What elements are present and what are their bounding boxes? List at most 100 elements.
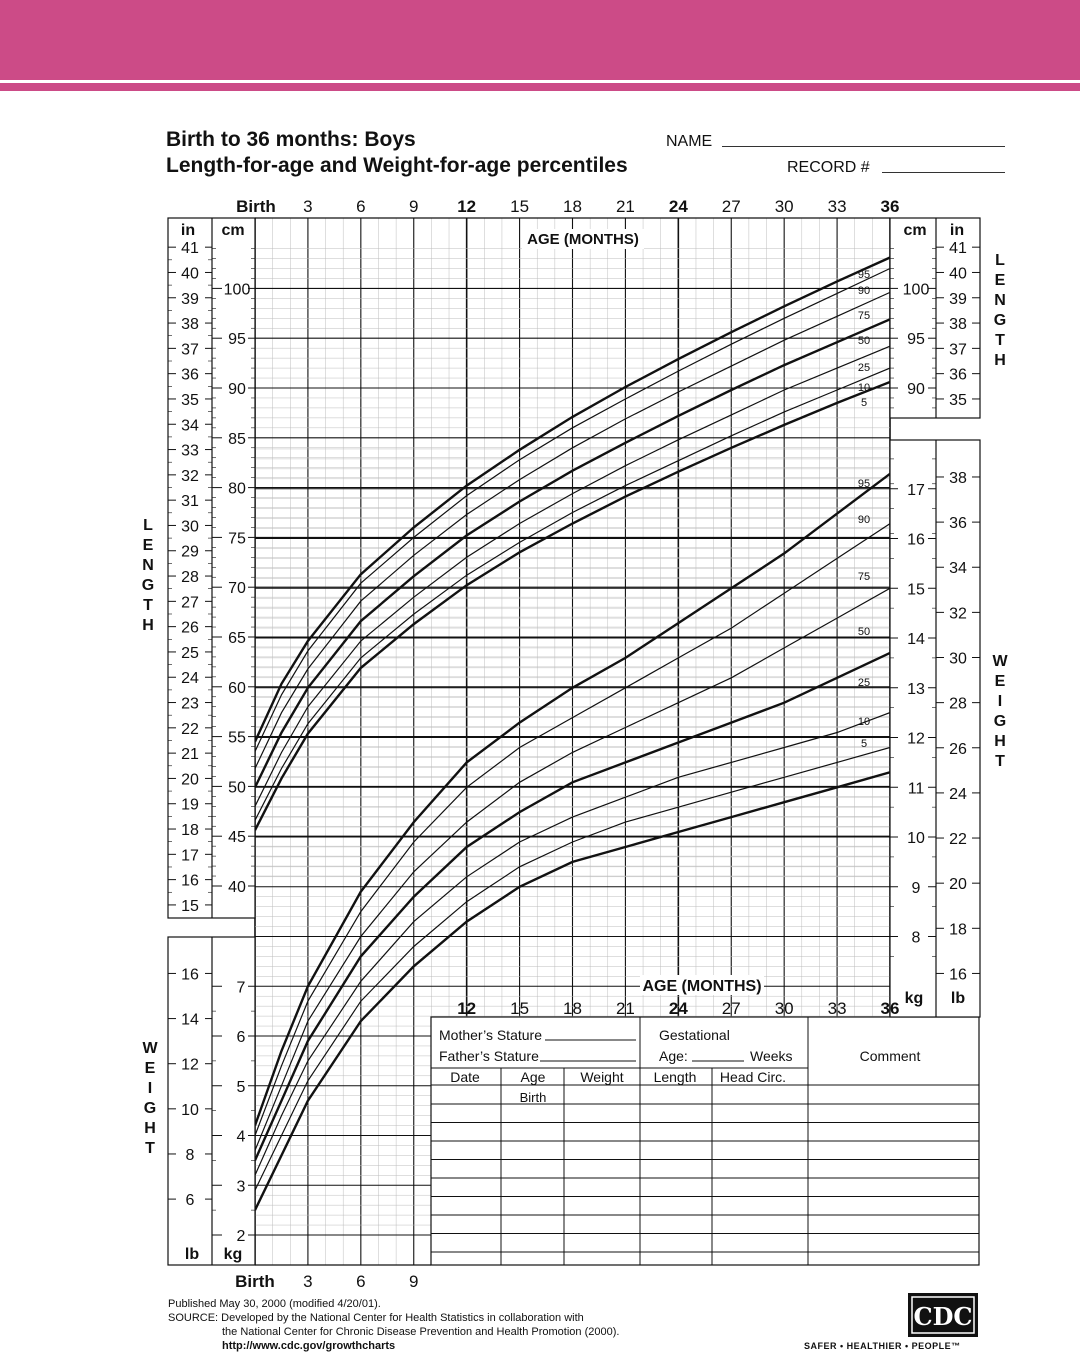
left-unit-in: in	[181, 222, 195, 239]
weight-percentile-label-75: 75	[858, 571, 870, 583]
lb-tick-label: 16	[181, 966, 199, 983]
weight-side-label: W	[142, 1040, 158, 1057]
x-tick-label: 9	[409, 1272, 418, 1291]
weight-side-label: I	[998, 693, 1002, 710]
right-lb-panel	[936, 440, 980, 1017]
cm-tick-label: 45	[228, 829, 246, 846]
cm-tick-label: 55	[228, 730, 246, 747]
right-cm-panel	[890, 218, 936, 418]
x-tick-label: 6	[356, 197, 365, 216]
percentile-25-line	[254, 345, 891, 807]
name-field[interactable]	[722, 146, 1005, 147]
kg-tick-label: 9	[912, 880, 921, 897]
lb-tick-label: 32	[949, 605, 967, 622]
in-tick-label: 37	[949, 341, 967, 358]
in-tick-label: 41	[949, 240, 967, 257]
in-tick-label: 38	[181, 316, 199, 333]
length-side-label: T	[143, 597, 153, 614]
cdc-url[interactable]: http://www.cdc.gov/growthcharts	[222, 1340, 396, 1352]
weight-side-label: G	[144, 1100, 156, 1117]
gestational-label: Gestational	[659, 1027, 730, 1043]
x-tick-label: 9	[409, 197, 418, 216]
x-tick-label: 3	[303, 197, 312, 216]
record-field[interactable]	[882, 172, 1005, 173]
x-tick-label: 12	[457, 999, 476, 1018]
column-header: Weight	[580, 1069, 623, 1085]
x-tick-label: 3	[303, 1272, 312, 1291]
length-side-label: L	[143, 517, 153, 534]
in-tick-label: 40	[949, 265, 967, 282]
in-tick-label: 35	[949, 392, 967, 409]
weight-side-label: T	[995, 753, 1005, 770]
cm-tick-label: 70	[228, 580, 246, 597]
lb-tick-label: 6	[186, 1192, 195, 1209]
percentile-75-line	[254, 291, 891, 769]
lb-tick-label: 24	[949, 786, 967, 803]
in-tick-label: 32	[181, 468, 199, 485]
in-tick-label: 16	[181, 873, 199, 890]
x-tick-label: 30	[775, 999, 794, 1018]
right-unit-lb: lb	[951, 990, 965, 1007]
length-side-label: T	[995, 332, 1005, 349]
percentile-10-line	[254, 367, 891, 821]
x-tick-label: 36	[881, 197, 900, 216]
column-header: Date	[450, 1069, 480, 1085]
left-unit-kg: kg	[224, 1246, 243, 1263]
in-tick-label: 29	[181, 544, 199, 561]
in-tick-label: 18	[181, 822, 199, 839]
cm-tick-label: 100	[224, 281, 251, 298]
x-tick-label: 27	[722, 197, 741, 216]
lb-tick-label: 28	[949, 696, 967, 713]
cm-tick-label: 65	[228, 630, 246, 647]
mothers-stature-label: Mother’s Stature	[439, 1027, 542, 1043]
percentile-95-line	[253, 472, 891, 1126]
column-header: Head Circ.	[720, 1069, 786, 1085]
x-tick-label: Birth	[235, 1272, 275, 1291]
cm-tick-label: 50	[228, 779, 246, 796]
percentile-5-line	[253, 380, 891, 831]
length-percentile-label-75: 75	[858, 310, 870, 322]
length-side-label: E	[995, 272, 1006, 289]
right-kg-panel	[890, 440, 936, 1017]
x-tick-label: 33	[828, 999, 847, 1018]
kg-tick-label: 15	[907, 581, 925, 598]
kg-tick-label: 12	[907, 731, 925, 748]
cm-tick-label: 60	[228, 680, 246, 697]
in-tick-label: 41	[181, 240, 199, 257]
kg-tick-label: 7	[237, 979, 246, 996]
x-tick-label: 21	[616, 999, 635, 1018]
x-tick-label: 24	[669, 197, 688, 216]
chart-frame	[167, 217, 981, 1266]
source-line-1: SOURCE: Developed by the National Center…	[168, 1312, 584, 1324]
x-tick-label: 18	[563, 999, 582, 1018]
lb-tick-label: 10	[181, 1102, 199, 1119]
percentile-75-line	[254, 587, 891, 1151]
weight-percentile-label-25: 25	[858, 677, 870, 689]
name-label: NAME	[666, 133, 713, 150]
in-tick-label: 39	[949, 291, 967, 308]
weight-side-label: H	[994, 733, 1006, 750]
length-percentile-label-10: 10	[858, 382, 870, 394]
comment-label: Comment	[860, 1048, 921, 1064]
length-percentile-label-90: 90	[858, 285, 870, 297]
lb-tick-label: 22	[949, 831, 967, 848]
weight-percentile-label-10: 10	[858, 716, 870, 728]
length-percentile-label-50: 50	[858, 335, 870, 347]
cm-tick-label: 95	[228, 331, 246, 348]
kg-tick-label: 16	[907, 532, 925, 549]
chart-title-line2: Length-for-age and Weight-for-age percen…	[166, 154, 628, 177]
weight-percentile-label-50: 50	[858, 626, 870, 638]
weight-side-label: T	[145, 1140, 155, 1157]
lb-tick-label: 36	[949, 515, 967, 532]
left-unit-cm: cm	[221, 222, 244, 239]
kg-tick-label: 10	[907, 830, 925, 847]
chart-labels: Mother’s Stature Father’s Stature Gestatio…	[142, 197, 1009, 1291]
x-tick-label: 27	[722, 999, 741, 1018]
in-tick-label: 23	[181, 696, 199, 713]
kg-tick-label: 6	[237, 1029, 246, 1046]
right-unit-in: in	[950, 222, 964, 239]
fathers-stature-label: Father’s Stature	[439, 1048, 539, 1064]
length-side-label: E	[143, 537, 154, 554]
kg-tick-label: 13	[907, 681, 925, 698]
cdc-tagline: SAFER • HEALTHIER • PEOPLE™	[804, 1341, 961, 1351]
